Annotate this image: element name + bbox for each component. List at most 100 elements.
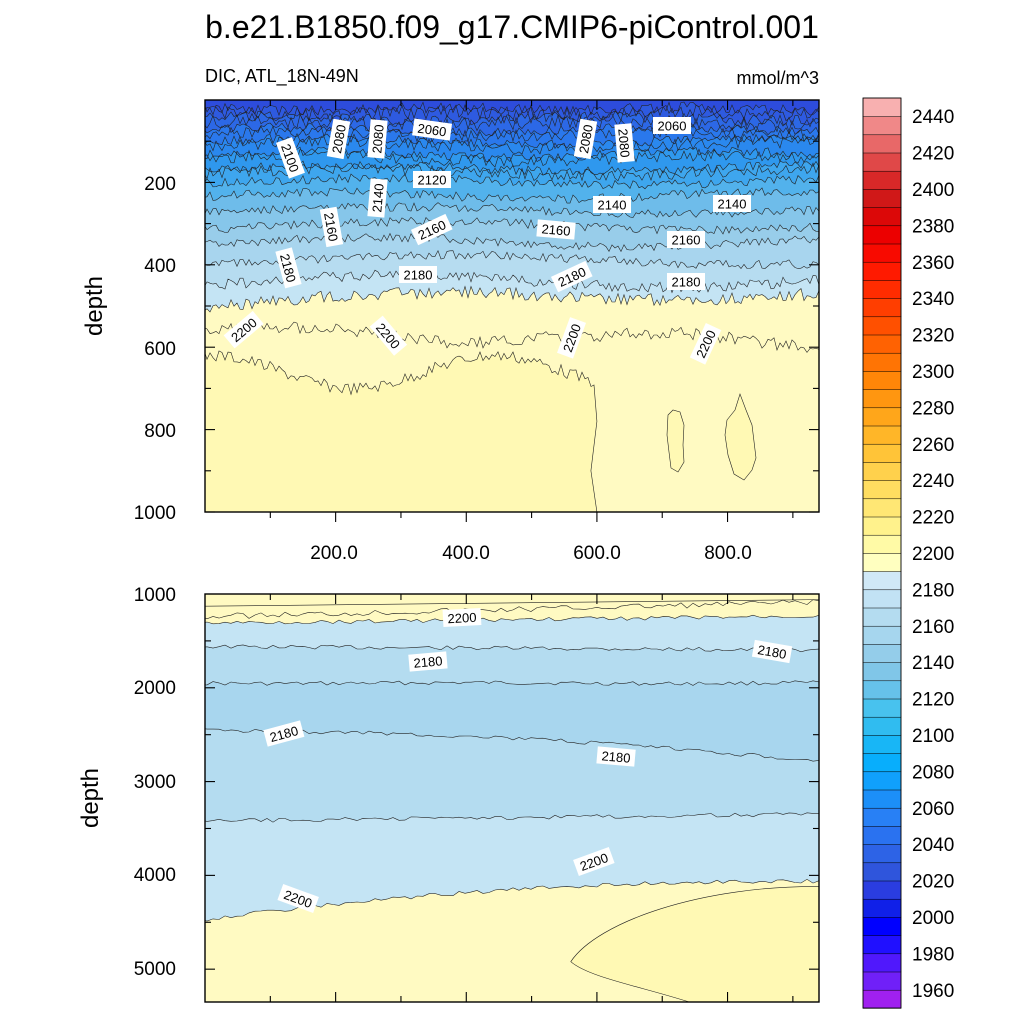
upper-contour-line: [205, 232, 819, 253]
colorbar-label: 2320: [912, 326, 954, 347]
upper-contour-line: [205, 285, 819, 313]
upper-contour-label-bg: [653, 117, 691, 134]
colorbar-swatch: [862, 261, 902, 281]
lower-contour-label-bg: [596, 746, 636, 767]
upper-contour-label-text: 2120: [418, 173, 447, 188]
colorbar-swatch: [862, 115, 902, 136]
lower-contour-label: 2180: [263, 720, 305, 747]
colorbar-label: 2080: [912, 762, 954, 783]
lower-ytick-5000: 5000: [134, 959, 176, 980]
colorbar-swatch: [862, 479, 902, 500]
upper-contour-line: [205, 146, 819, 163]
upper-contour-line: [205, 113, 819, 133]
lower-ytick-3000: 3000: [134, 772, 176, 793]
colorbar-label: 2240: [912, 471, 954, 492]
lower-contour-line: [205, 599, 819, 620]
lower-contour-label: 2180: [596, 746, 636, 767]
upper-patch-2210-b: [724, 393, 757, 481]
colorbar-swatch: [862, 916, 902, 936]
upper-contour-label: 2140: [593, 196, 631, 213]
upper-contour-line: [205, 187, 819, 204]
colorbar-swatch: [862, 971, 902, 991]
upper-contour-label-text: 2080: [576, 123, 596, 154]
upper-contour-label-bg: [223, 310, 264, 349]
colorbar-label: 2020: [912, 872, 954, 893]
colorbar-swatch: [862, 388, 902, 409]
lower-contour-label: 2200: [442, 608, 482, 627]
lower-contour-line: [205, 680, 819, 686]
colorbar-swatch: [862, 843, 902, 864]
upper-contour-label: 2080: [614, 123, 635, 163]
upper-contour-line: [205, 110, 819, 127]
lower-contour-label-bg: [408, 651, 448, 672]
upper-contour-line: [205, 125, 819, 143]
colorbar-swatch: [862, 370, 902, 390]
colorbar-label: 2300: [912, 362, 954, 383]
colorbar-swatch: [862, 552, 902, 572]
colorbar-swatch: [862, 771, 902, 791]
colorbar-swatch: [862, 643, 902, 663]
colorbar-swatch: [862, 589, 902, 609]
colorbar-swatch: [862, 461, 902, 481]
upper-contour-line: [205, 133, 819, 149]
upper-contour-label-text: 2080: [369, 124, 386, 154]
upper-contour-label-bg: [399, 266, 437, 283]
upper-contour-label-text: 2180: [404, 268, 433, 283]
upper-contour-label: 2160: [319, 206, 344, 248]
lower-ytick-4000: 4000: [134, 865, 176, 886]
colorbar-label: 2000: [912, 908, 954, 929]
colorbar-swatch: [862, 807, 902, 827]
upper-contour-label-bg: [412, 118, 453, 141]
colorbar-label: 2280: [912, 398, 954, 419]
colorbar-label: 2040: [912, 835, 954, 856]
upper-contour-label: 2180: [275, 247, 302, 289]
colorbar-swatch: [862, 953, 902, 973]
colorbar-swatch: [862, 297, 902, 318]
upper-xtick-600: 600.0: [573, 543, 621, 564]
upper-contour-label-bg: [557, 317, 587, 359]
lower-contour-label-text: 2180: [413, 653, 443, 670]
colorbar-swatch: [862, 188, 902, 208]
colorbar-swatch: [862, 880, 902, 900]
colorbar-swatch: [862, 243, 902, 263]
lower-ticks: [205, 594, 819, 1002]
upper-contour-label-bg: [573, 118, 598, 160]
colorbar-swatch: [862, 516, 902, 536]
lower-contour-label-text: 2180: [601, 748, 631, 765]
upper-contour-label: 2080: [367, 119, 388, 159]
upper-ticks: [205, 100, 819, 522]
lower-contour-label-bg: [751, 639, 793, 664]
colorbar-swatch: [862, 407, 902, 427]
lower-ytick-1000: 1000: [134, 585, 176, 606]
colorbar-label: 2400: [912, 180, 954, 201]
upper-contour-label-text: 2160: [672, 233, 701, 248]
lower-contour-label-text: 2180: [268, 723, 300, 745]
colorbar: 1960 1980 2000 2020 2040 2060 2080 2100 2120 2140…: [862, 97, 954, 1009]
colorbar-swatch: [862, 934, 902, 955]
upper-contour-line: [205, 122, 819, 137]
colorbar-label: 2440: [912, 107, 954, 128]
upper-xtick-400: 400.0: [442, 543, 490, 564]
upper-ytick-1000: 1000: [134, 503, 176, 524]
upper-contour-line: [205, 321, 819, 353]
upper-contour-line: [205, 162, 819, 182]
colorbar-swatch: [862, 498, 902, 518]
upper-ytick-400: 400: [144, 256, 176, 277]
upper-contour-label-bg: [713, 195, 751, 212]
colorbar-label: 2360: [912, 253, 954, 274]
upper-contour-line: [205, 101, 819, 117]
upper-contour-label-text: 2060: [658, 119, 687, 134]
upper-contour-label-text: 2180: [672, 275, 701, 290]
lower-contour-label-bg: [277, 884, 319, 914]
colorbar-swatch: [862, 898, 902, 918]
colorbar-swatch: [862, 734, 902, 754]
upper-contour-label-bg: [367, 178, 388, 218]
upper-patch-2210-a: [666, 409, 685, 473]
colorbar-label: 2340: [912, 289, 954, 310]
colorbar-label: 2200: [912, 544, 954, 565]
upper-contour-label-text: 2080: [615, 128, 632, 158]
lower-contour-line: [205, 728, 819, 762]
